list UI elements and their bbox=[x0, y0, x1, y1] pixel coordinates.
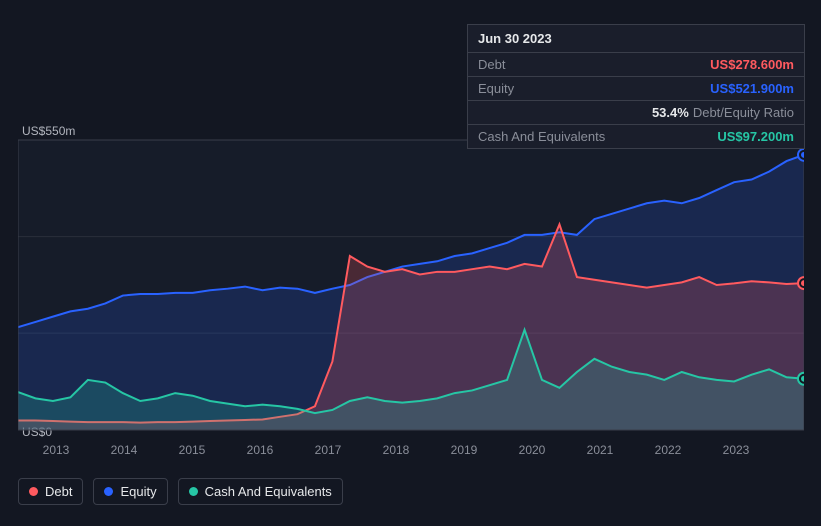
legend-swatch bbox=[29, 487, 38, 496]
legend-item[interactable]: Debt bbox=[18, 478, 83, 505]
legend-label: Cash And Equivalents bbox=[205, 484, 332, 499]
legend-label: Debt bbox=[45, 484, 72, 499]
tooltip-row-sublabel: Debt/Equity Ratio bbox=[693, 105, 794, 120]
tooltip-row: Cash And EquivalentsUS$97.200m bbox=[468, 125, 804, 148]
tooltip-row: EquityUS$521.900m bbox=[468, 77, 804, 101]
x-axis-tick: 2013 bbox=[43, 443, 70, 457]
x-axis-tick: 2015 bbox=[179, 443, 206, 457]
x-axis-tick: 2014 bbox=[111, 443, 138, 457]
tooltip-row-value: US$278.600m bbox=[710, 57, 794, 72]
tooltip-row-value: 53.4%Debt/Equity Ratio bbox=[652, 105, 794, 120]
tooltip-row-label: Equity bbox=[478, 81, 710, 96]
legend-item[interactable]: Equity bbox=[93, 478, 167, 505]
x-axis-tick: 2017 bbox=[315, 443, 342, 457]
legend-swatch bbox=[189, 487, 198, 496]
x-axis-tick: 2022 bbox=[655, 443, 682, 457]
x-axis-tick: 2018 bbox=[383, 443, 410, 457]
tooltip-row-label: Debt bbox=[478, 57, 710, 72]
legend: Debt Equity Cash And Equivalents bbox=[18, 478, 343, 505]
chart-plot[interactable] bbox=[18, 120, 804, 440]
legend-swatch bbox=[104, 487, 113, 496]
tooltip-row-label: Cash And Equivalents bbox=[478, 129, 717, 144]
tooltip-row-value: US$521.900m bbox=[710, 81, 794, 96]
x-axis-tick: 2020 bbox=[519, 443, 546, 457]
tooltip-date: Jun 30 2023 bbox=[468, 25, 804, 53]
tooltip-row-label bbox=[478, 105, 652, 120]
x-axis-tick: 2016 bbox=[247, 443, 274, 457]
tooltip-row: DebtUS$278.600m bbox=[468, 53, 804, 77]
hover-tooltip: Jun 30 2023 DebtUS$278.600mEquityUS$521.… bbox=[467, 24, 805, 149]
tooltip-row: 53.4%Debt/Equity Ratio bbox=[468, 101, 804, 125]
tooltip-row-value: US$97.200m bbox=[717, 129, 794, 144]
legend-label: Equity bbox=[120, 484, 156, 499]
x-axis-tick: 2019 bbox=[451, 443, 478, 457]
x-axis-tick: 2023 bbox=[723, 443, 750, 457]
x-axis-tick: 2021 bbox=[587, 443, 614, 457]
legend-item[interactable]: Cash And Equivalents bbox=[178, 478, 343, 505]
